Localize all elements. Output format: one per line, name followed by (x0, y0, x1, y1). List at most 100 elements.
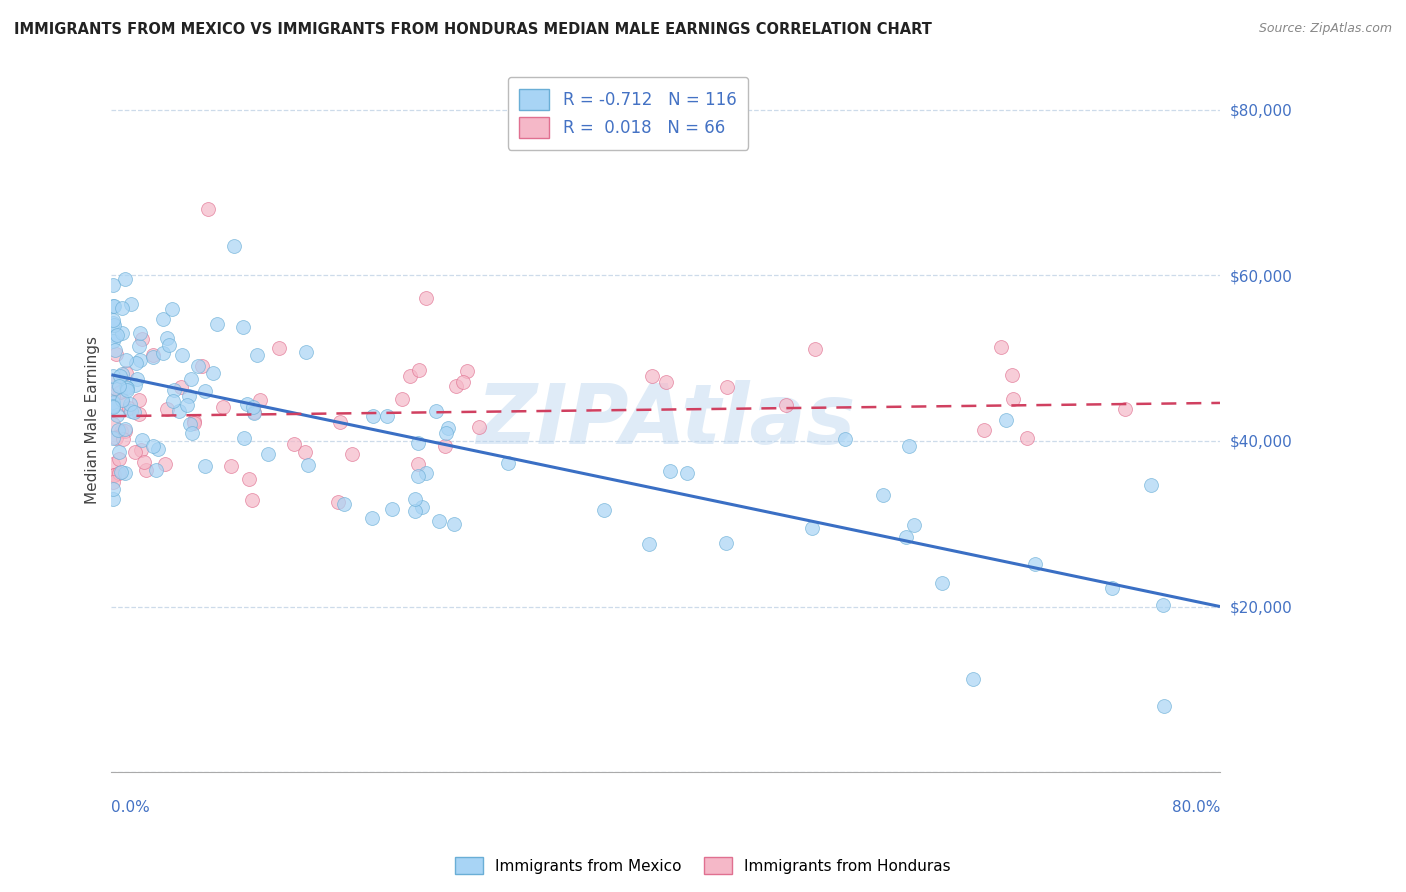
Point (202, 366, 225, 380)
Point (124, 356, 146, 370)
Point (242, 401, 264, 415)
Point (257, 447, 280, 461)
Point (593, 502, 616, 516)
Point (232, 320, 254, 334)
Point (132, 455, 155, 469)
Point (425, 403, 447, 417)
Point (111, 301, 134, 315)
Point (404, 491, 426, 506)
Point (107, 444, 129, 458)
Point (156, 331, 179, 345)
Point (115, 380, 138, 394)
Point (411, 500, 433, 514)
Point (112, 432, 135, 446)
Point (104, 329, 127, 343)
Point (233, 431, 256, 445)
Point (128, 407, 150, 421)
Point (406, 468, 429, 483)
Point (408, 363, 430, 377)
Point (404, 504, 426, 518)
Point (142, 350, 165, 364)
Point (131, 333, 153, 347)
Point (160, 301, 183, 316)
Point (111, 367, 134, 381)
Point (152, 346, 174, 360)
Point (177, 389, 200, 403)
Point (104, 347, 127, 361)
Point (295, 345, 318, 359)
Point (135, 462, 157, 476)
Point (101, 475, 124, 489)
Point (238, 472, 260, 486)
Point (1015, 431, 1038, 445)
Point (108, 378, 131, 392)
Point (187, 359, 209, 374)
Point (103, 467, 125, 482)
Point (176, 397, 198, 411)
Point (716, 380, 738, 394)
Point (659, 464, 682, 478)
Point (183, 414, 205, 428)
Point (146, 442, 169, 456)
Point (990, 340, 1012, 354)
Point (101, 334, 124, 349)
Point (179, 372, 201, 386)
Point (101, 482, 124, 496)
Point (101, 397, 124, 411)
Point (114, 422, 136, 436)
Point (183, 416, 205, 430)
Point (101, 389, 124, 403)
Point (249, 393, 271, 408)
Point (800, 521, 823, 535)
Point (152, 311, 174, 326)
Point (962, 672, 984, 686)
Point (101, 457, 124, 471)
Y-axis label: Median Male Earnings: Median Male Earnings (86, 336, 100, 504)
Point (103, 299, 125, 313)
Point (638, 537, 661, 551)
Point (105, 431, 128, 445)
Point (415, 291, 437, 305)
Point (240, 492, 263, 507)
Point (197, 202, 219, 217)
Point (427, 514, 450, 528)
Point (191, 359, 214, 374)
Point (129, 353, 152, 368)
Point (361, 510, 384, 524)
Point (995, 413, 1018, 427)
Point (194, 384, 217, 398)
Point (224, 239, 246, 253)
Point (381, 502, 404, 516)
Point (236, 397, 259, 411)
Point (1101, 582, 1123, 596)
Point (111, 326, 134, 341)
Point (101, 417, 124, 432)
Point (110, 425, 132, 439)
Point (897, 438, 920, 452)
Point (120, 403, 142, 417)
Point (110, 392, 132, 407)
Point (101, 399, 124, 413)
Point (375, 409, 398, 423)
Point (101, 313, 124, 327)
Point (1153, 698, 1175, 713)
Point (156, 401, 179, 416)
Point (110, 369, 132, 384)
Point (110, 465, 132, 479)
Point (127, 372, 149, 386)
Point (931, 576, 953, 591)
Point (101, 375, 124, 389)
Point (775, 397, 797, 411)
Point (103, 318, 125, 332)
Point (120, 297, 142, 311)
Point (872, 487, 894, 501)
Point (128, 393, 150, 408)
Point (101, 492, 124, 507)
Point (194, 459, 217, 474)
Point (834, 432, 856, 446)
Point (903, 518, 925, 533)
Point (436, 421, 458, 435)
Point (496, 456, 519, 470)
Point (641, 368, 664, 383)
Point (716, 536, 738, 550)
